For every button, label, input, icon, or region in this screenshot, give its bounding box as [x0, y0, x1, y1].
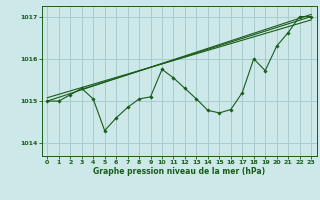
X-axis label: Graphe pression niveau de la mer (hPa): Graphe pression niveau de la mer (hPa)	[93, 167, 265, 176]
